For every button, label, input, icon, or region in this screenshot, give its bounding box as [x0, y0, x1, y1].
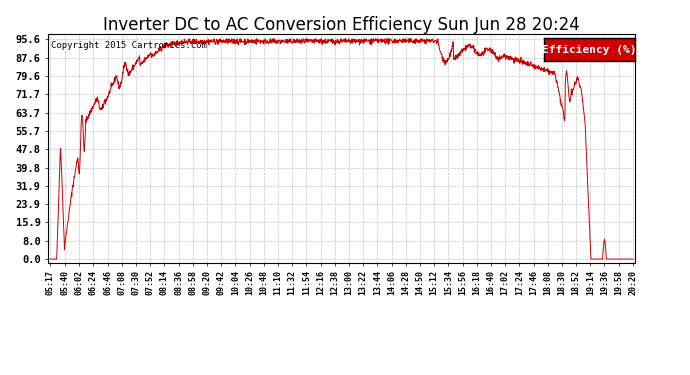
Text: Copyright 2015 Cartronics.com: Copyright 2015 Cartronics.com	[51, 40, 207, 50]
Title: Inverter DC to AC Conversion Efficiency Sun Jun 28 20:24: Inverter DC to AC Conversion Efficiency …	[104, 16, 580, 34]
